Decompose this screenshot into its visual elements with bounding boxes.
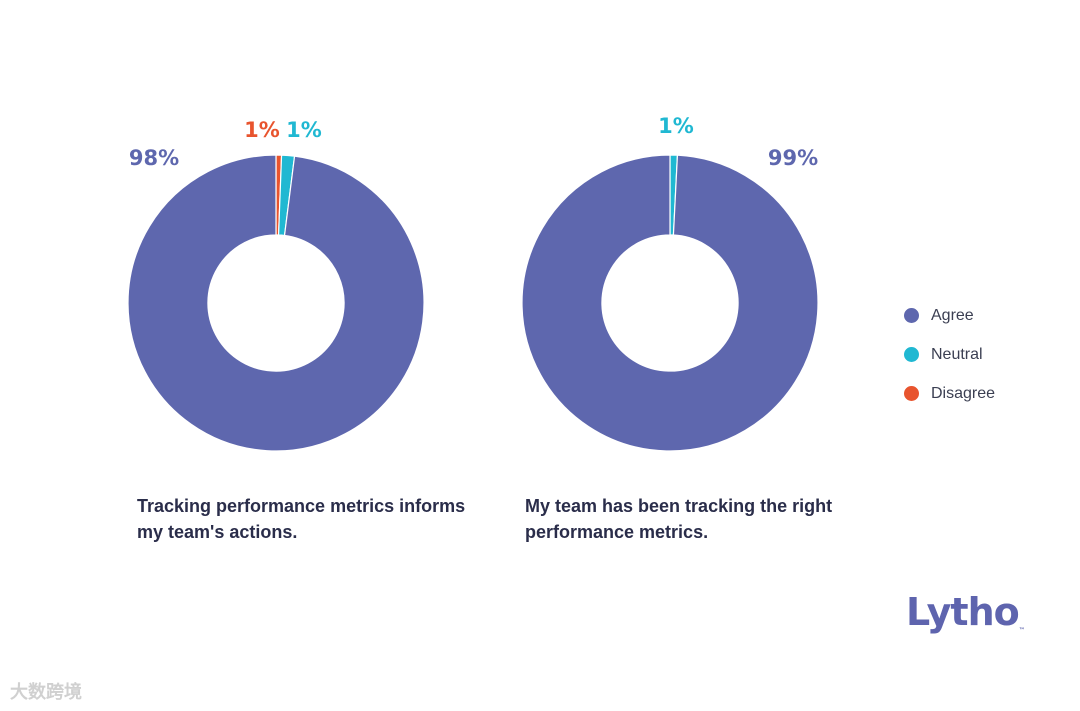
legend-swatch-agree	[904, 308, 919, 323]
legend-swatch-disagree	[904, 386, 919, 401]
legend-swatch-neutral	[904, 347, 919, 362]
legend-label-agree: Agree	[931, 306, 974, 324]
watermark: 大数跨境	[10, 682, 82, 703]
donut-chart-tracking-right-metrics: 1% 99%	[521, 114, 819, 452]
legend: Agree Neutral Disagree	[904, 296, 995, 413]
slice-label-agree: 98%	[129, 146, 179, 170]
legend-item-neutral: Neutral	[904, 335, 995, 374]
donut-slice-agree	[127, 154, 425, 452]
chart-caption-tracking-right-metrics: My team has been tracking the right perf…	[525, 496, 833, 542]
slice-label-agree: 99%	[768, 146, 818, 170]
logo-trademark: ™	[1018, 627, 1025, 634]
slice-label-neutral: 1%	[658, 114, 694, 138]
legend-label-neutral: Neutral	[931, 345, 983, 363]
donut-slice-agree	[521, 154, 819, 452]
donut-chart-tracking-informs-actions: 1% 1% 98%	[127, 118, 425, 452]
legend-item-disagree: Disagree	[904, 374, 995, 413]
legend-label-disagree: Disagree	[931, 384, 996, 402]
slice-label-disagree: 1%	[244, 118, 280, 142]
logo-text: Lytho	[906, 590, 1020, 634]
slice-label-neutral: 1%	[286, 118, 322, 142]
chart-caption-tracking-informs-actions: Tracking performance metrics informs my …	[137, 496, 466, 542]
legend-item-agree: Agree	[904, 296, 995, 335]
lytho-logo: Lytho™	[906, 590, 1025, 634]
